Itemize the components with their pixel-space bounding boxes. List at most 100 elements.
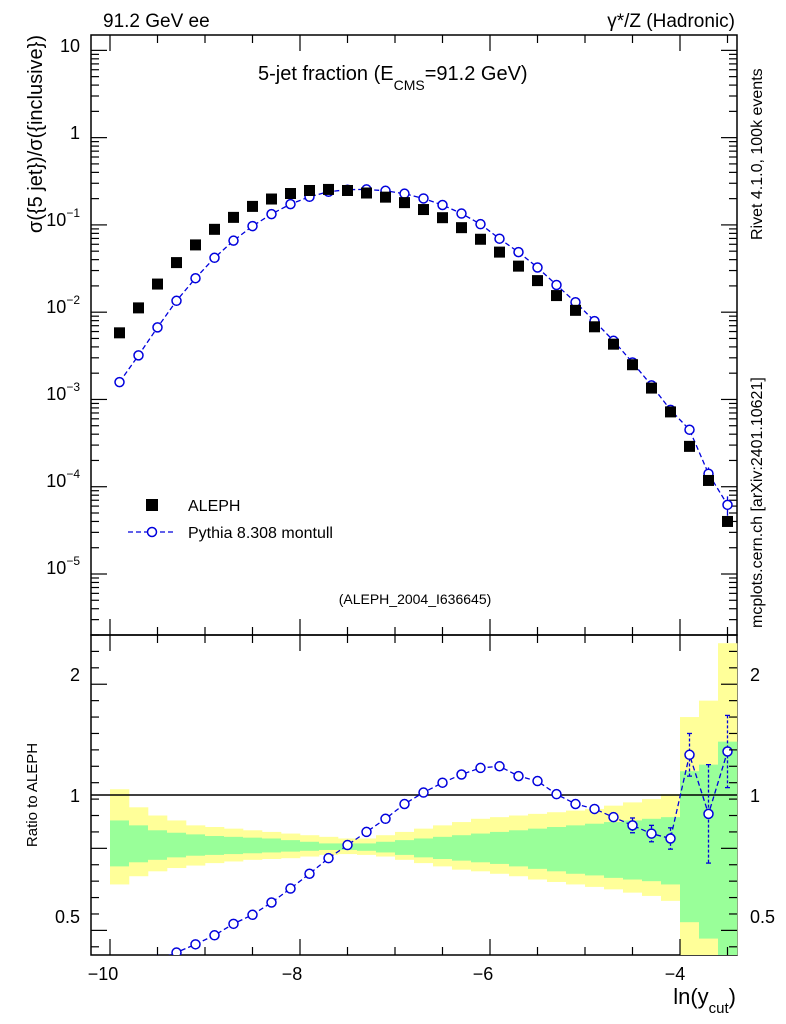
aleph-point — [551, 290, 562, 302]
y-tick-label: 10−3 — [46, 380, 80, 404]
ratio-point — [323, 852, 334, 864]
band-inner-bin — [623, 820, 643, 880]
ratio-point — [171, 947, 182, 955]
pythia-point — [399, 188, 410, 199]
pythia-point — [475, 218, 486, 230]
aleph-point — [399, 197, 410, 209]
ratio-point — [513, 770, 524, 782]
band-inner-bin — [528, 828, 548, 869]
chart-title: 5-jet fraction (ECMS=91.2 GeV) — [258, 63, 528, 93]
pythia-point — [532, 262, 543, 273]
y-tick-base: 10 — [46, 384, 66, 404]
header-right-prefix: γ*/Z — [607, 11, 641, 32]
ratio-point — [380, 813, 391, 825]
ratio-point — [703, 808, 714, 820]
pythia-point — [437, 199, 448, 211]
pythia-point — [551, 279, 562, 291]
ratio-point — [608, 811, 619, 823]
aleph-point — [589, 321, 600, 333]
y-tick-label: 10−1 — [46, 206, 80, 230]
mcplots-label: mcplots.cern.ch [arXiv:2401.10621] — [749, 377, 766, 628]
ratio-point — [570, 798, 581, 810]
aleph-point — [342, 184, 353, 196]
band-inner-bin — [376, 841, 396, 853]
ratio-points-group — [155, 714, 733, 955]
band-inner-bin — [547, 827, 567, 872]
ratio-point — [418, 787, 429, 798]
x-tick-label: −4 — [665, 964, 686, 984]
ratio-point — [475, 762, 486, 774]
legend: ALEPH Pythia 8.308 montull — [128, 498, 333, 542]
ratio-point — [646, 828, 657, 839]
y-tick-base: 10 — [46, 558, 66, 578]
ratio-tick-label: 0.5 — [55, 907, 80, 927]
ratio-tick-label: 2 — [70, 665, 80, 685]
y-tick-exp: −5 — [66, 554, 80, 568]
ratio-point — [266, 897, 277, 908]
band-inner-bin — [395, 840, 415, 855]
pythia-point — [722, 499, 733, 511]
band-inner-bin — [490, 831, 510, 864]
y-axis-label: σ({5 jet})/σ({inclusive}) — [25, 35, 47, 233]
pythia-point — [285, 198, 296, 210]
legend-pythia-marker — [146, 526, 158, 538]
y-tick-label: 10 — [60, 36, 80, 56]
y-tick-base: 10 — [46, 210, 66, 230]
ratio-bands — [110, 643, 738, 955]
pythia-point — [418, 193, 429, 204]
band-inner-bin — [205, 836, 225, 855]
analysis-tag: (ALEPH_2004_I636645) — [339, 591, 492, 607]
y-tick-label: 10−4 — [46, 467, 80, 491]
band-inner-bin — [186, 834, 206, 856]
y-tick-exp: −2 — [66, 293, 80, 307]
aleph-point — [722, 515, 733, 527]
ratio-tick-label-right: 2 — [750, 665, 760, 685]
ratio-point — [190, 939, 201, 950]
pythia-point — [456, 208, 467, 219]
header-right-label: γ*/Z (Hadronic) — [607, 11, 735, 32]
chart-title-suffix: =91.2 GeV) — [425, 63, 528, 85]
band-inner-bin — [680, 771, 700, 923]
pythia-point — [114, 376, 125, 388]
aleph-point — [646, 382, 657, 394]
band-inner-bin — [129, 825, 149, 863]
ratio-point — [665, 833, 676, 844]
aleph-point — [209, 223, 220, 235]
x-tick-label: −6 — [473, 964, 494, 984]
band-inner-bin — [357, 843, 377, 851]
ratio-point — [551, 788, 562, 800]
aleph-point — [513, 260, 524, 272]
aleph-point — [570, 304, 581, 316]
aleph-point — [703, 474, 714, 486]
aleph-point — [114, 327, 125, 339]
ratio-point — [532, 775, 543, 787]
y-tick-label: 10−2 — [46, 293, 80, 317]
ratio-y-axis-label: Ratio to ALEPH — [24, 743, 41, 847]
band-inner-bin — [148, 830, 168, 860]
legend-pythia-label: Pythia 8.308 montull — [188, 525, 333, 542]
pythia-point — [228, 235, 239, 246]
ratio-point — [247, 909, 258, 921]
ratio-point — [361, 826, 372, 838]
band-inner-bin — [243, 837, 263, 854]
aleph-point — [266, 193, 277, 205]
pythia-point — [209, 252, 220, 264]
aleph-point — [494, 246, 505, 258]
x-axis-label-prefix: ln(y — [673, 984, 708, 1009]
aleph-point — [627, 359, 638, 371]
pythia-point — [190, 272, 201, 284]
band-inner-bin — [224, 836, 244, 855]
legend-aleph-label: ALEPH — [188, 498, 240, 515]
band-inner-bin — [414, 838, 434, 858]
aleph-point — [475, 233, 486, 245]
x-tick-label: −8 — [282, 964, 303, 984]
pythia-line — [118, 188, 729, 506]
band-inner-bin — [167, 832, 187, 858]
x-axis-label-sub: cut — [709, 1000, 730, 1017]
band-inner-bin — [319, 843, 339, 850]
aleph-point — [323, 183, 334, 195]
ratio-point — [589, 803, 600, 815]
aleph-point — [171, 257, 182, 269]
aleph-point — [152, 278, 163, 290]
